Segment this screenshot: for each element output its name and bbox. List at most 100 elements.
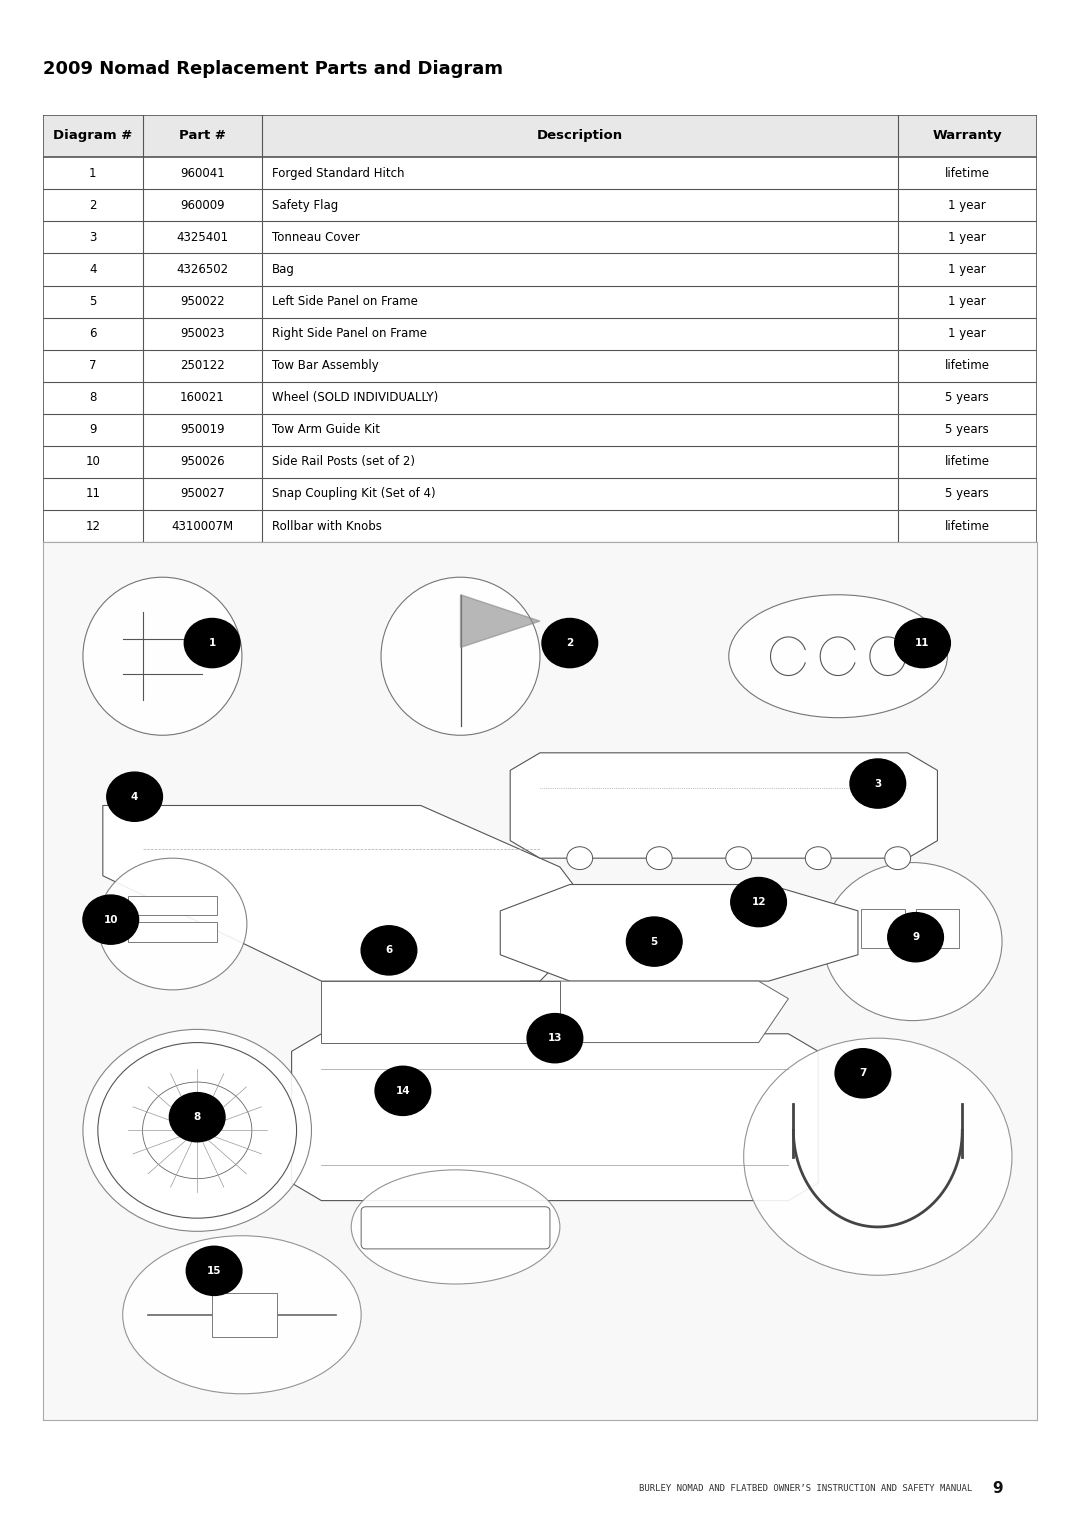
Text: 2: 2	[566, 638, 573, 647]
Ellipse shape	[123, 1235, 361, 1394]
Text: 160021: 160021	[179, 391, 225, 405]
Text: Tow Arm Guide Kit: Tow Arm Guide Kit	[272, 423, 380, 437]
Text: Safety Flag: Safety Flag	[272, 199, 338, 212]
Text: 12: 12	[85, 519, 100, 533]
FancyBboxPatch shape	[861, 909, 905, 948]
Text: lifetime: lifetime	[945, 551, 989, 565]
Text: 950026: 950026	[180, 455, 225, 469]
Text: 13: 13	[85, 551, 100, 565]
Text: BURLEY NOMAD AND FLATBED OWNER’S INSTRUCTION AND SAFETY MANUAL: BURLEY NOMAD AND FLATBED OWNER’S INSTRUC…	[639, 1484, 973, 1493]
Circle shape	[806, 847, 832, 869]
Text: 7: 7	[90, 359, 96, 373]
Circle shape	[646, 847, 672, 869]
Text: 950019: 950019	[180, 423, 225, 437]
Text: 1: 1	[90, 166, 96, 180]
FancyBboxPatch shape	[127, 922, 217, 942]
Ellipse shape	[744, 1038, 1012, 1275]
Text: lifetime: lifetime	[945, 455, 989, 469]
FancyBboxPatch shape	[212, 1293, 276, 1336]
Polygon shape	[510, 753, 937, 858]
Text: 12: 12	[752, 896, 766, 907]
Text: Description: Description	[537, 130, 623, 142]
Text: Part #: Part #	[178, 130, 226, 142]
Text: 950023: 950023	[180, 327, 225, 341]
Text: Rollbar with Knobs: Rollbar with Knobs	[272, 519, 381, 533]
Text: Wheel (SOLD INDIVIDUALLY): Wheel (SOLD INDIVIDUALLY)	[272, 391, 438, 405]
Text: 960041: 960041	[179, 166, 225, 180]
Text: lifetime: lifetime	[945, 359, 989, 373]
Text: 9: 9	[90, 423, 96, 437]
Polygon shape	[322, 980, 559, 1043]
Circle shape	[143, 1083, 252, 1179]
Text: 15: 15	[207, 1266, 221, 1277]
Polygon shape	[292, 1034, 819, 1200]
Text: 1: 1	[208, 638, 216, 647]
Text: Axle Tube Assembly: Axle Tube Assembly	[272, 583, 390, 597]
Text: Forged Standard Hitch: Forged Standard Hitch	[272, 166, 404, 180]
Text: 9: 9	[993, 1481, 1002, 1496]
Circle shape	[170, 1093, 225, 1142]
FancyBboxPatch shape	[127, 896, 217, 915]
Text: 5 years: 5 years	[945, 423, 989, 437]
FancyBboxPatch shape	[361, 1206, 550, 1249]
Text: lifetime: lifetime	[945, 583, 989, 597]
Text: lifetime: lifetime	[945, 166, 989, 180]
Text: 960009: 960009	[180, 199, 225, 212]
Text: 4325401: 4325401	[176, 231, 228, 244]
Text: 950072: 950072	[180, 551, 225, 565]
Circle shape	[731, 878, 786, 927]
Text: 8: 8	[90, 391, 96, 405]
Text: 250122: 250122	[179, 359, 225, 373]
Text: 3: 3	[874, 779, 881, 788]
Circle shape	[885, 847, 910, 869]
Circle shape	[185, 618, 240, 667]
Text: 950038: 950038	[180, 615, 225, 629]
Text: 4: 4	[131, 791, 138, 802]
Text: 2: 2	[90, 199, 96, 212]
Circle shape	[186, 1246, 242, 1295]
Bar	[43, 115, 1037, 157]
Circle shape	[850, 759, 906, 808]
Text: 1 year: 1 year	[948, 231, 986, 244]
Circle shape	[83, 895, 138, 944]
Text: 15: 15	[85, 615, 100, 629]
Text: 8: 8	[193, 1112, 201, 1122]
Text: 5 years: 5 years	[945, 615, 989, 629]
Text: 5: 5	[650, 936, 658, 947]
Text: Bag: Bag	[272, 263, 295, 276]
Text: 3: 3	[90, 231, 96, 244]
Circle shape	[567, 847, 593, 869]
Text: 1 year: 1 year	[948, 295, 986, 308]
Text: 950029: 950029	[180, 583, 225, 597]
Circle shape	[98, 1043, 297, 1219]
Text: Flex Connector for Square Tow Bar w/ Safety Strap: Flex Connector for Square Tow Bar w/ Saf…	[272, 615, 570, 629]
Text: 1 year: 1 year	[948, 327, 986, 341]
Text: Right Side Panel on Frame: Right Side Panel on Frame	[272, 327, 427, 341]
Circle shape	[894, 618, 950, 667]
Polygon shape	[460, 594, 540, 647]
Text: Snap Coupling Kit (Set of 4): Snap Coupling Kit (Set of 4)	[272, 487, 435, 501]
Text: 10: 10	[85, 455, 100, 469]
Ellipse shape	[823, 863, 1002, 1020]
Text: 11: 11	[85, 487, 100, 501]
Text: 5: 5	[90, 295, 96, 308]
Circle shape	[107, 773, 162, 822]
Text: Nomad Frame Kit: Nomad Frame Kit	[272, 551, 374, 565]
Text: lifetime: lifetime	[945, 519, 989, 533]
Text: 950022: 950022	[180, 295, 225, 308]
Ellipse shape	[98, 858, 247, 989]
Text: 6: 6	[386, 945, 393, 956]
Text: 10: 10	[104, 915, 118, 925]
Circle shape	[888, 913, 944, 962]
Text: Side Rail Posts (set of 2): Side Rail Posts (set of 2)	[272, 455, 415, 469]
Circle shape	[375, 1066, 431, 1115]
Ellipse shape	[83, 1029, 311, 1231]
Text: 14: 14	[85, 583, 100, 597]
Text: 2009 Nomad Replacement Parts and Diagram: 2009 Nomad Replacement Parts and Diagram	[43, 60, 503, 78]
Polygon shape	[521, 980, 788, 1043]
Text: 4310007M: 4310007M	[171, 519, 233, 533]
FancyBboxPatch shape	[916, 909, 959, 948]
Circle shape	[835, 1049, 891, 1098]
Polygon shape	[103, 806, 599, 980]
Text: 7: 7	[860, 1069, 866, 1078]
